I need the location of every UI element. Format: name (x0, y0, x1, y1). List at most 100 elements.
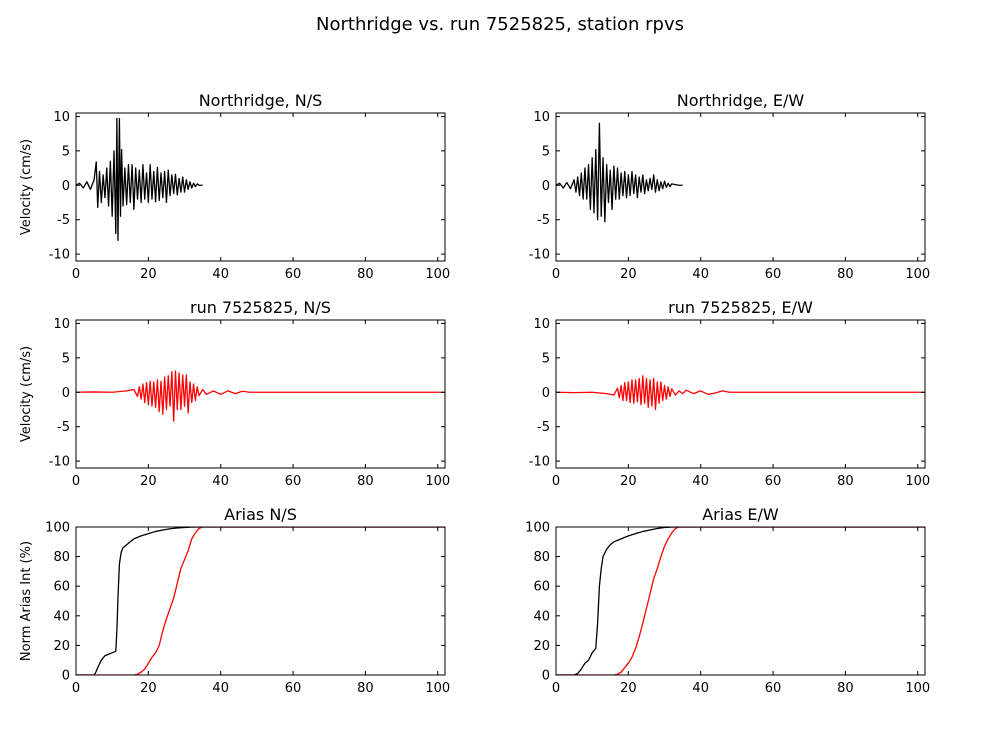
x-tick-label: 60 (765, 474, 782, 489)
x-tick-label: 40 (692, 474, 709, 489)
y-tick-label: 5 (62, 144, 70, 159)
y-tick-label: -5 (57, 420, 70, 435)
subplot-title: Arias E/W (702, 505, 779, 524)
y-tick-label: 20 (53, 639, 70, 654)
subplot-1: 0 20 40 60 80 100 -10 -5 0 5 10 Northridge, N/S Velo… (19, 91, 450, 282)
y-tick-label: 60 (533, 580, 550, 595)
x-tick-label: 60 (765, 681, 782, 696)
x-tick-label: 100 (905, 267, 930, 282)
x-tick-label: 40 (212, 267, 229, 282)
y-tick-label: 0 (542, 179, 550, 194)
x-tick-label: 80 (837, 267, 854, 282)
series-line-1 (556, 527, 925, 675)
y-tick-label: 100 (525, 521, 550, 536)
x-tick-label: 40 (692, 681, 709, 696)
series-line-1 (556, 122, 683, 223)
x-tick-label: 0 (552, 681, 560, 696)
x-tick-label: 60 (285, 681, 302, 696)
x-tick-label: 60 (765, 267, 782, 282)
y-tick-label: -10 (529, 455, 550, 470)
x-tick-label: 0 (72, 474, 80, 489)
y-tick-label: 10 (533, 110, 550, 125)
x-tick-label: 40 (212, 681, 229, 696)
y-tick-label: 10 (53, 317, 70, 332)
y-tick-label: 0 (62, 386, 70, 401)
x-tick-label: 80 (357, 474, 374, 489)
subplot-title: Northridge, E/W (677, 91, 805, 110)
y-tick-label: 80 (533, 550, 550, 565)
y-tick-label: 10 (53, 110, 70, 125)
y-tick-label: 60 (53, 580, 70, 595)
subplot-6: 0 20 40 60 80 100 0 20 40 60 80 100 Arias E/W (525, 505, 930, 696)
y-tick-label: 40 (53, 609, 70, 624)
x-tick-label: 80 (357, 267, 374, 282)
y-tick-label: 100 (45, 521, 70, 536)
subplot-3: 0 20 40 60 80 100 -10 -5 0 5 10 run 7525825, N/S Vel… (19, 298, 450, 489)
x-tick-label: 0 (72, 681, 80, 696)
y-tick-label: 5 (542, 144, 550, 159)
x-tick-label: 20 (620, 267, 637, 282)
y-tick-label: 0 (62, 669, 70, 684)
x-tick-label: 0 (552, 474, 560, 489)
axes-frame (75, 526, 446, 676)
x-tick-label: 100 (905, 474, 930, 489)
subplot-2: 0 20 40 60 80 100 -10 -5 0 5 10 Northridge, E/W (529, 91, 930, 282)
y-tick-label: 0 (62, 179, 70, 194)
axes-frame (75, 112, 446, 262)
x-tick-label: 100 (425, 267, 450, 282)
y-axis-label: Velocity (cm/s) (19, 346, 34, 442)
y-tick-label: -10 (49, 248, 70, 263)
y-tick-label: -5 (537, 420, 550, 435)
x-tick-label: 20 (140, 474, 157, 489)
subplot-4: 0 20 40 60 80 100 -10 -5 0 5 10 run 7525825, E/W (529, 298, 930, 489)
x-tick-label: 80 (837, 474, 854, 489)
x-tick-label: 20 (620, 474, 637, 489)
y-tick-label: 5 (542, 351, 550, 366)
y-tick-label: 5 (62, 351, 70, 366)
x-tick-label: 20 (140, 267, 157, 282)
y-tick-label: 40 (533, 609, 550, 624)
series-line-2 (76, 527, 445, 675)
y-tick-label: 20 (533, 639, 550, 654)
x-tick-label: 0 (552, 267, 560, 282)
axes-frame (75, 319, 446, 469)
y-tick-label: 0 (542, 669, 550, 684)
x-tick-label: 40 (212, 474, 229, 489)
y-axis-label: Velocity (cm/s) (19, 139, 34, 235)
x-tick-label: 0 (72, 267, 80, 282)
x-tick-label: 100 (425, 681, 450, 696)
y-tick-label: 10 (533, 317, 550, 332)
x-tick-label: 60 (285, 267, 302, 282)
x-tick-label: 20 (140, 681, 157, 696)
y-axis-label: Norm Arias Int (%) (19, 541, 34, 661)
subplot-title: run 7525825, E/W (668, 298, 813, 317)
y-tick-label: 0 (542, 386, 550, 401)
series-line-1 (76, 527, 445, 675)
figure-title: Northridge vs. run 7525825, station rpvs (316, 14, 684, 35)
axes-frame (555, 526, 926, 676)
axes-frame (555, 319, 926, 469)
x-tick-label: 100 (425, 474, 450, 489)
y-tick-label: -5 (57, 213, 70, 228)
subplot-title: run 7525825, N/S (190, 298, 331, 317)
y-tick-label: -10 (529, 248, 550, 263)
x-tick-label: 100 (905, 681, 930, 696)
axes-frame (555, 112, 926, 262)
subplot-5: 0 20 40 60 80 100 0 20 40 60 80 100 Arias N/S Norm Ar… (19, 505, 450, 696)
y-tick-label: -10 (49, 455, 70, 470)
y-tick-label: 80 (53, 550, 70, 565)
subplot-title: Arias N/S (224, 505, 297, 524)
y-tick-label: -5 (537, 213, 550, 228)
series-line-2 (556, 527, 925, 675)
x-tick-label: 20 (620, 681, 637, 696)
x-tick-label: 80 (837, 681, 854, 696)
subplot-title: Northridge, N/S (199, 91, 323, 110)
series-line-1 (556, 375, 925, 411)
x-tick-label: 60 (285, 474, 302, 489)
series-line-1 (76, 370, 445, 422)
series-line-1 (76, 117, 203, 241)
x-tick-label: 40 (692, 267, 709, 282)
x-tick-label: 80 (357, 681, 374, 696)
